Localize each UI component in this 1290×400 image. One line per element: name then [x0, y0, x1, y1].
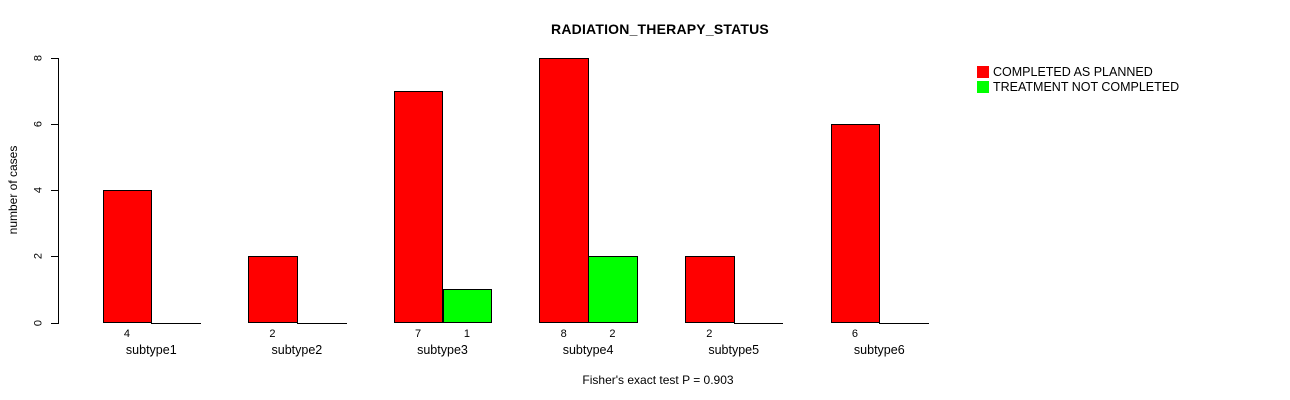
legend-swatch: [977, 66, 989, 79]
y-tick: [51, 256, 58, 258]
bar-value-label: 2: [706, 327, 713, 340]
x-category-label: subtype4: [562, 343, 614, 357]
bar-value-label: 2: [269, 327, 276, 340]
legend-item: COMPLETED AS PLANNED: [977, 66, 1179, 79]
y-axis-line: [58, 58, 59, 324]
bar-subtype6-not-completed-zero-baseline: [879, 322, 930, 324]
y-tick-label: 2: [32, 253, 45, 260]
bar-subtype6-completed: [830, 123, 881, 324]
x-category-label: subtype6: [853, 343, 905, 357]
bar-subtype2-completed: [248, 256, 298, 324]
bar-subtype3-completed: [393, 90, 444, 324]
legend-swatch: [977, 81, 989, 94]
bar-subtype5-completed: [684, 256, 735, 324]
chart-title: RADIATION_THERAPY_STATUS: [551, 21, 769, 37]
bar-value-label: 7: [415, 327, 422, 340]
y-tick: [51, 123, 58, 125]
bar-subtype1-not-completed-zero-baseline: [151, 322, 202, 324]
bar-subtype4-completed: [539, 57, 590, 324]
annotation-fisher-test: Fisher's exact test P = 0.903: [582, 373, 734, 387]
bar-subtype3-not-completed: [442, 289, 493, 324]
y-tick-label: 0: [32, 319, 45, 326]
legend-item: TREATMENT NOT COMPLETED: [977, 81, 1179, 94]
x-category-label: subtype1: [125, 343, 177, 357]
x-category-label: subtype3: [417, 343, 468, 357]
legend-label: COMPLETED AS PLANNED: [993, 65, 1153, 79]
legend: COMPLETED AS PLANNED TREATMENT NOT COMPLE…: [977, 66, 1179, 96]
bar-subtype4-not-completed: [588, 256, 638, 324]
y-tick-label: 8: [32, 54, 45, 61]
x-category-label: subtype2: [271, 343, 323, 357]
bar-value-label: 6: [851, 327, 858, 340]
bar-subtype2-not-completed-zero-baseline: [296, 322, 347, 324]
y-tick: [51, 190, 58, 192]
y-tick-label: 4: [32, 187, 45, 194]
bar-value-label: 8: [560, 327, 567, 340]
legend-label: TREATMENT NOT COMPLETED: [993, 80, 1180, 94]
bar-value-label: 1: [463, 327, 470, 340]
bar-value-label: 4: [123, 327, 130, 340]
y-tick: [51, 57, 58, 59]
bar-value-label: 2: [609, 327, 616, 340]
y-tick: [51, 322, 58, 324]
x-category-label: subtype5: [708, 343, 760, 357]
bar-subtype1-completed: [102, 190, 153, 324]
bar-subtype5-not-completed-zero-baseline: [733, 322, 784, 324]
y-tick-label: 6: [32, 120, 45, 127]
